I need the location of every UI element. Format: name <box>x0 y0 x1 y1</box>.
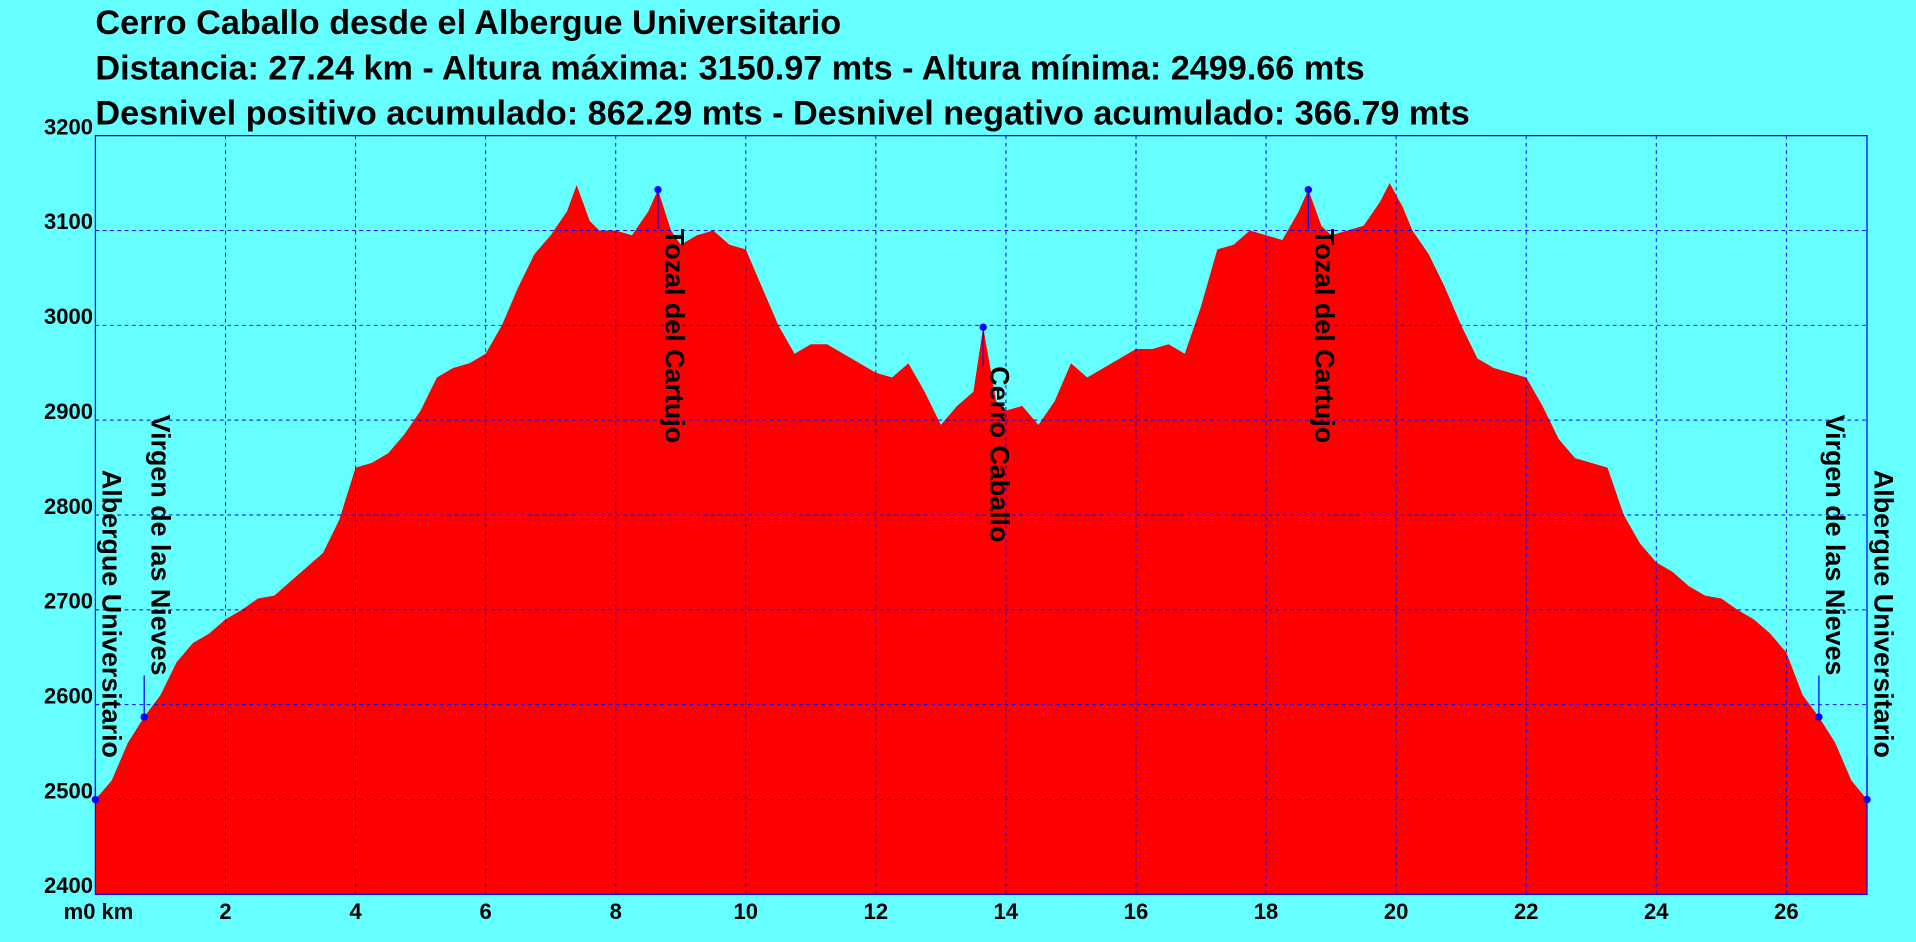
waypoint-label: Albergue Universitario <box>1868 470 1898 758</box>
waypoint <box>1304 186 1313 194</box>
x-tick-label: 16 <box>1124 899 1148 924</box>
waypoint-label: Virgen de las Nieves <box>1820 415 1850 676</box>
elevation-area <box>95 183 1868 895</box>
y-tick-label: 3100 <box>44 209 93 234</box>
y-tick-label: 2700 <box>44 589 93 614</box>
x-tick-label: 8 <box>610 899 622 924</box>
y-tick-label: 3200 <box>44 114 93 139</box>
waypoint-label: Albergue Universitario <box>97 470 127 758</box>
x-tick-label: 2 <box>219 899 231 924</box>
waypoint-label: Cerro Caballo <box>984 366 1014 542</box>
x-tick-label: 12 <box>864 899 888 924</box>
x-tick-label: 20 <box>1384 899 1408 924</box>
y-tick-label: 2500 <box>44 778 93 803</box>
waypoint-label: Tozal del Cartujo <box>659 229 689 443</box>
waypoint <box>979 323 987 331</box>
waypoint <box>140 713 148 721</box>
x-tick-label: 24 <box>1644 899 1669 924</box>
waypoint <box>654 186 662 194</box>
y-tick-label: 2600 <box>44 683 93 708</box>
x-tick-label: 10 <box>734 899 758 924</box>
y-axis-label: m <box>64 899 84 924</box>
x-tick-label: 26 <box>1774 899 1798 924</box>
x-tick-label: 0 km <box>83 899 133 924</box>
subtitle: Desnivel positivo acumulado: 862.29 mts … <box>95 95 1469 133</box>
x-tick-label: 4 <box>349 899 362 924</box>
waypoint <box>1863 795 1871 804</box>
plot-border <box>94 135 1868 895</box>
y-tick-label: 2800 <box>44 494 93 519</box>
waypoint <box>91 795 100 804</box>
x-tick-label: 14 <box>994 899 1019 924</box>
y-tick-label: 2400 <box>44 873 93 898</box>
x-tick-label: 22 <box>1514 899 1538 924</box>
waypoint <box>1815 713 1823 721</box>
waypoint-label: Virgen de las Nieves <box>146 415 176 676</box>
chart-title: Cerro Caballo desde el Albergue Universi… <box>95 4 841 42</box>
x-tick-label: 18 <box>1254 899 1278 924</box>
waypoint-label: Tozal del Cartujo <box>1310 229 1340 443</box>
subtitle: Distancia: 27.24 km - Altura máxima: 315… <box>95 49 1364 87</box>
x-tick-label: 6 <box>480 899 492 924</box>
y-tick-label: 3000 <box>44 304 93 329</box>
y-tick-label: 2900 <box>44 399 93 424</box>
